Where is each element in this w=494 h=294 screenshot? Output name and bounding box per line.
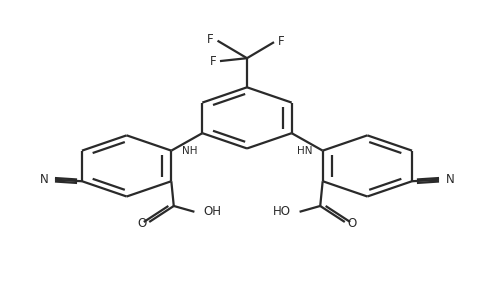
Text: HO: HO — [273, 205, 291, 218]
Text: NH: NH — [181, 146, 197, 156]
Text: N: N — [40, 173, 48, 186]
Text: F: F — [210, 55, 216, 68]
Text: F: F — [278, 35, 284, 48]
Text: O: O — [138, 217, 147, 230]
Text: HN: HN — [297, 146, 313, 156]
Text: N: N — [446, 173, 454, 186]
Text: OH: OH — [203, 205, 221, 218]
Text: O: O — [347, 217, 356, 230]
Text: F: F — [207, 33, 214, 46]
